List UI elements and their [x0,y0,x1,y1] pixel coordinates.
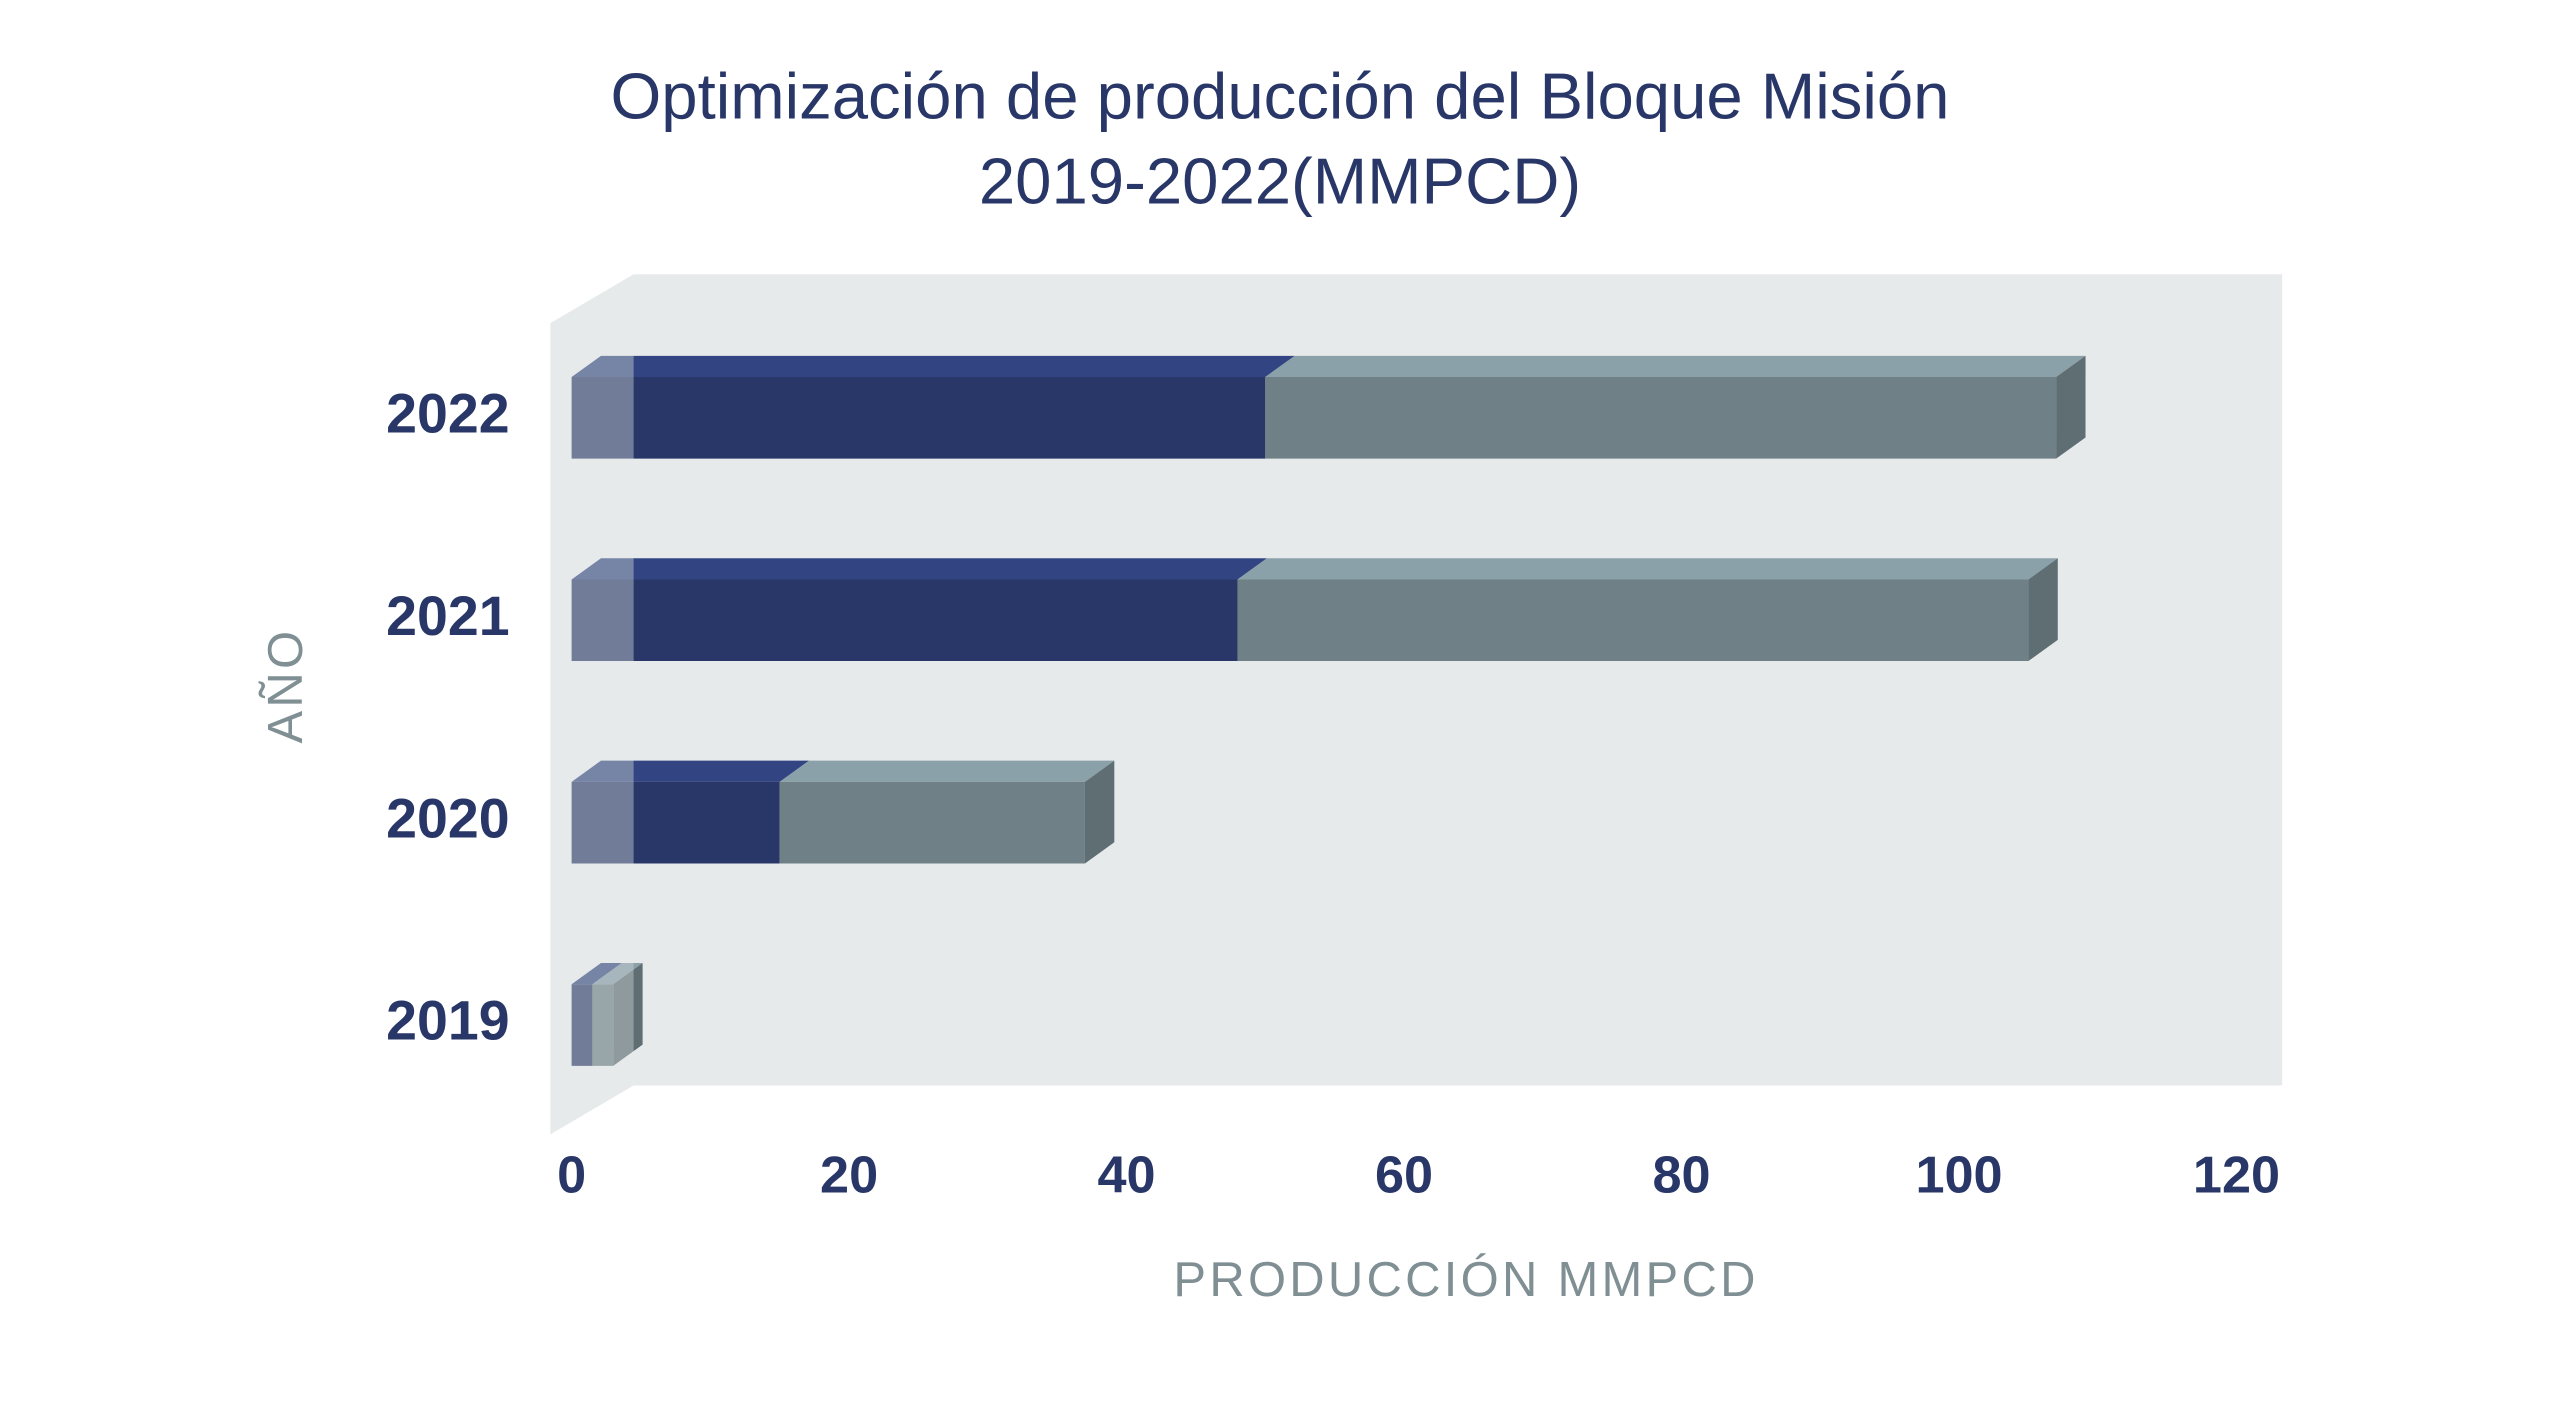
bar [571,963,622,1066]
x-tick-label: 20 [820,1146,878,1204]
bar [1265,355,2086,459]
bar-face [613,963,643,1066]
bar-face [571,984,593,1066]
bar-face [1237,558,2058,580]
back-wall [633,274,2283,1086]
bar-face [571,781,780,864]
bar-face [571,377,1266,459]
bar-face [571,963,622,985]
bar [592,963,643,1066]
chart-title: 2019-2022(MMPCD) [979,144,1581,217]
bar-face [592,963,643,985]
bar-face [779,760,1115,782]
bar-face [1084,760,1115,864]
bar-face [571,355,1295,378]
x-axis-title: PRODUCCIÓN MMPCD [1173,1253,1758,1307]
x-tick-label: 60 [1375,1146,1433,1204]
bar-face [571,760,810,782]
x-tick-label: 100 [1915,1146,2002,1204]
bar-face [1265,377,2057,459]
bar [571,355,1295,459]
bar [779,760,1115,864]
bar-face [571,579,1238,662]
bar [1237,558,2058,662]
bar-face [592,984,614,1066]
x-tick-label: 80 [1652,1146,1710,1204]
side-wall [550,274,634,1135]
x-tick-label: 0 [557,1146,586,1204]
bar-face [571,558,1267,580]
bar-face [1237,579,2029,662]
bar [571,558,1267,662]
chart-title: Optimización de producción del Bloque Mi… [610,59,1949,132]
y-tick-label: 2019 [386,990,509,1052]
y-axis-title: AÑO [259,628,313,744]
y-tick-label: 2021 [386,585,509,647]
y-tick-label: 2020 [386,787,509,849]
bar-face [1265,355,2086,378]
bar [571,760,810,864]
bar-face [2056,355,2086,459]
x-tick-label: 120 [2193,1146,2280,1204]
bar-face [2028,558,2058,662]
x-tick-label: 40 [1098,1146,1156,1204]
bar-face [779,781,1085,864]
y-tick-label: 2022 [386,383,509,445]
